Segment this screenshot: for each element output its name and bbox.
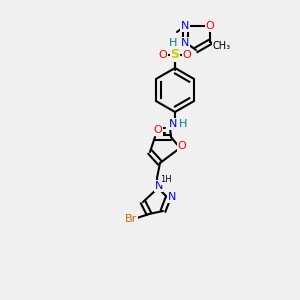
Text: N: N	[168, 192, 176, 202]
Text: Br: Br	[125, 214, 137, 224]
Text: 1H: 1H	[160, 176, 172, 184]
Text: H: H	[179, 119, 187, 129]
Text: N: N	[169, 119, 177, 129]
Text: CH₃: CH₃	[213, 41, 231, 51]
Text: O: O	[206, 21, 214, 31]
Text: N: N	[181, 38, 189, 48]
Text: O: O	[159, 50, 167, 60]
Text: S: S	[170, 49, 179, 62]
Text: N: N	[155, 181, 163, 191]
Text: H: H	[169, 38, 177, 48]
Text: O: O	[154, 125, 162, 135]
Text: O: O	[178, 141, 186, 151]
Text: N: N	[181, 21, 189, 31]
Text: O: O	[183, 50, 191, 60]
